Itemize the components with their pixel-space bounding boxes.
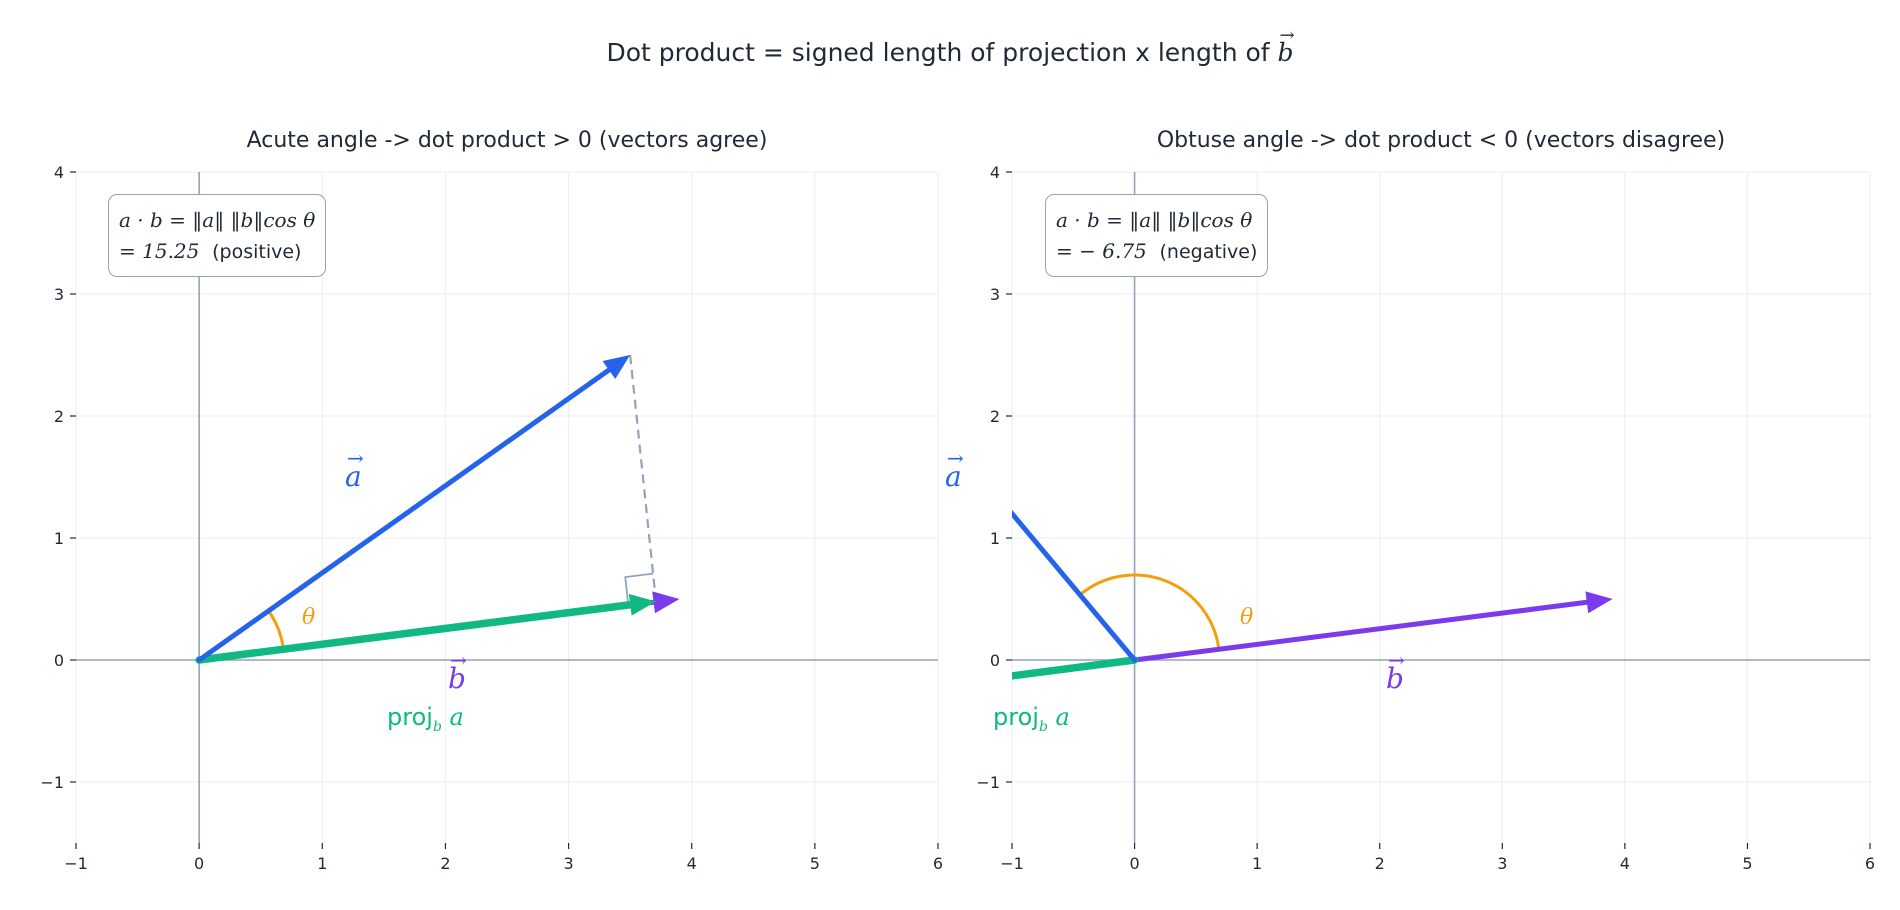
panel-1-ytick-label-0: 0 xyxy=(54,651,64,670)
panel-2-formula: a · b = ‖a‖ ‖b‖cos θ xyxy=(1056,208,1253,232)
figure-title-vector-b: → b xyxy=(1277,25,1295,67)
panel-1-projection-vector-line xyxy=(195,600,638,664)
panel-2-label-b: → b xyxy=(1386,648,1405,695)
panel-1-label-theta: θ xyxy=(302,605,316,630)
panel-1-xtick-label-1: 1 xyxy=(317,854,327,873)
panel-1-xtick-label-3: 3 xyxy=(563,854,573,873)
panel-1-xtick-label-2: 2 xyxy=(440,854,450,873)
panel-1-ytick-label--1: −1 xyxy=(40,773,64,792)
panel-1-ytick-label-4: 4 xyxy=(54,163,64,182)
panel-1-vector-b-head xyxy=(652,591,680,614)
panel-1-ytick-label-1: 1 xyxy=(54,529,64,548)
panel-2-dot-sign: (negative) xyxy=(1159,241,1258,263)
panel-2-title: Obtuse angle -> dot product < 0 (vectors… xyxy=(1156,128,1726,153)
panel-1-dot-sign: (positive) xyxy=(212,241,302,263)
panel-1-xtick-label-0: 0 xyxy=(194,854,204,873)
panel-1-vector-a-head xyxy=(602,355,631,379)
panel-1-perpendicular-dashed xyxy=(629,354,658,602)
panel-1-xtick-label-6: 6 xyxy=(933,854,943,873)
panel-2-label-a: → a xyxy=(945,446,964,493)
panel-1-label-b: → b xyxy=(448,648,467,695)
panel-1-formula-box: a · b = ‖a‖ ‖b‖cos θ = 15.25 (positive) xyxy=(108,194,327,277)
figure-title-text: Dot product = signed length of projectio… xyxy=(606,38,1270,67)
panel-1-right-angle-marker xyxy=(624,572,654,606)
panel-1-formula: a · b = ‖a‖ ‖b‖cos θ xyxy=(119,208,316,232)
panel-1-label-proj: projb a xyxy=(387,703,464,735)
panel-2-formula-box: a · b = ‖a‖ ‖b‖cos θ = − 6.75 (negative) xyxy=(1045,194,1269,277)
panel-1-projection-vector-head xyxy=(628,593,657,616)
panel-1-xtick-label-4: 4 xyxy=(687,854,697,873)
panel-1-label-a: → a xyxy=(345,446,364,493)
panel-2-label-proj: projb a xyxy=(993,703,1070,735)
panel-1-angle-arc xyxy=(267,610,285,650)
panel-1-xtick-label-5: 5 xyxy=(810,854,820,873)
panel-2-dot-value: = − 6.75 xyxy=(1056,239,1147,263)
panel-1-title: Acute angle -> dot product > 0 (vectors … xyxy=(246,128,768,153)
panel-1-vector-a-line xyxy=(196,365,615,663)
panel-1-xtick-label--1: −1 xyxy=(64,854,88,873)
panel-1-ytick-label-3: 3 xyxy=(54,285,64,304)
panel-2-label-theta: θ xyxy=(1240,605,1254,630)
panel-1-ytick-label-2: 2 xyxy=(54,407,64,426)
panel-1-dot-value: = 15.25 xyxy=(119,239,200,263)
figure-title: Dot product = signed length of projectio… xyxy=(0,25,1900,67)
